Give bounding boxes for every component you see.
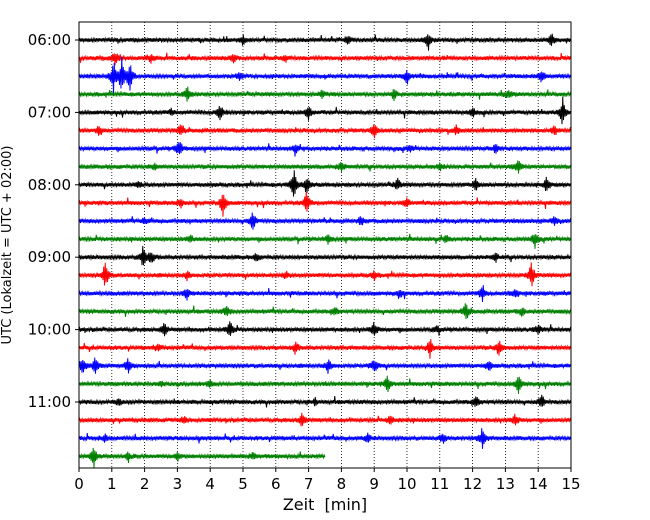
x-tick-label: 6 bbox=[271, 475, 281, 493]
trace-row-0915 bbox=[78, 262, 572, 287]
trace-row-0600 bbox=[78, 33, 572, 51]
trace-row-0745 bbox=[78, 160, 572, 174]
x-tick-label: 15 bbox=[561, 475, 580, 493]
x-tick-label: 8 bbox=[337, 475, 347, 493]
trace-row-0715 bbox=[78, 124, 572, 139]
x-axis: 0 1 2 3 4 5 6 7 8 9 10 11 12 13 14 15 bbox=[74, 468, 581, 493]
x-tick-label: 9 bbox=[369, 475, 379, 493]
trace-row-0800 bbox=[78, 170, 572, 197]
trace-row-1000 bbox=[78, 321, 572, 337]
plot-frame bbox=[78, 21, 572, 469]
trace-row-0900 bbox=[78, 245, 572, 266]
trace-row-0815 bbox=[78, 192, 572, 217]
x-tick-label: 5 bbox=[238, 475, 248, 493]
x-tick-label: 2 bbox=[140, 475, 150, 493]
trace-row-0945 bbox=[78, 303, 572, 320]
x-tick-label: 3 bbox=[173, 475, 183, 493]
y-tick-label: 06:00 bbox=[28, 31, 71, 49]
trace-row-1145 bbox=[78, 447, 326, 468]
x-tick-label: 13 bbox=[496, 475, 515, 493]
trace-row-1130 bbox=[78, 428, 572, 449]
x-tick-label: 0 bbox=[74, 475, 84, 493]
y-tick-label: 07:00 bbox=[28, 103, 71, 121]
y-axis-label: UTC (Lokalzeit = UTC + 02:00) bbox=[0, 146, 15, 345]
y-tick-label: 11:00 bbox=[28, 393, 71, 411]
trace-row-0630 bbox=[78, 56, 572, 95]
trace-row-0700 bbox=[78, 96, 572, 125]
trace-row-0730 bbox=[78, 142, 572, 157]
trace-layer bbox=[78, 33, 572, 468]
x-tick-label: 4 bbox=[205, 475, 215, 493]
x-axis-label: Zeit [min] bbox=[283, 495, 367, 514]
y-tick-label: 10:00 bbox=[28, 321, 71, 339]
trace-row-1015 bbox=[78, 339, 572, 359]
trace-row-0645 bbox=[78, 86, 572, 102]
trace-row-1100 bbox=[78, 394, 572, 408]
y-tick-label: 08:00 bbox=[28, 176, 71, 194]
vertical-grid bbox=[111, 22, 539, 468]
trace-row-0930 bbox=[78, 285, 572, 303]
trace-row-1030 bbox=[78, 357, 572, 374]
trace-row-1045 bbox=[78, 375, 572, 394]
x-tick-label: 1 bbox=[107, 475, 117, 493]
x-tick-label: 10 bbox=[397, 475, 416, 493]
trace-row-1115 bbox=[78, 412, 572, 427]
trace-row-0845 bbox=[78, 233, 572, 249]
y-tick-label: 09:00 bbox=[28, 248, 71, 266]
trace-row-0615 bbox=[78, 52, 572, 66]
y-axis: 06:00 07:00 08:00 09:00 10:00 11:00 bbox=[28, 31, 79, 411]
x-tick-label: 14 bbox=[529, 475, 548, 493]
x-tick-label: 7 bbox=[304, 475, 314, 493]
x-tick-label: 11 bbox=[430, 475, 449, 493]
x-tick-label: 12 bbox=[463, 475, 482, 493]
trace-row-0830 bbox=[78, 212, 572, 230]
